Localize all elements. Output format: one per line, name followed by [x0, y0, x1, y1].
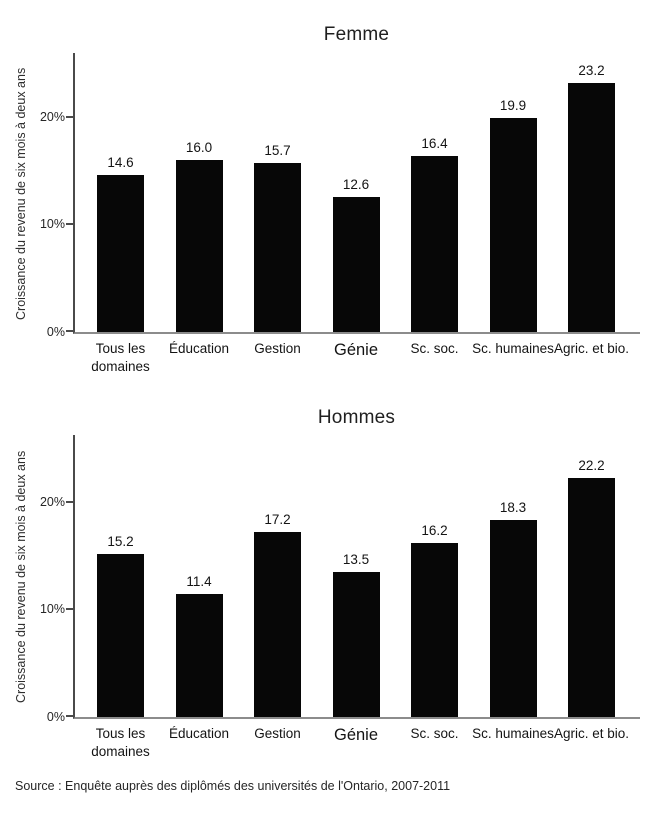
x-axis-category-label: Génie [333, 726, 379, 744]
y-axis-tick-label: 0% [46, 710, 65, 724]
bar-value-label: 14.6 [107, 155, 134, 170]
x-axis-category-label: Génie [333, 341, 379, 359]
y-axis-tick-mark [66, 116, 73, 118]
bar [97, 175, 144, 332]
x-axis-category-label: Sc. soc. [410, 726, 459, 741]
y-axis-tick-mark [66, 501, 73, 503]
x-axis-category-label: Tous les domaines [91, 341, 150, 374]
bar [489, 118, 537, 332]
y-axis-tick-mark [66, 223, 73, 225]
bar-value-label: 15.2 [107, 534, 134, 549]
bar [411, 543, 458, 717]
bar [568, 83, 615, 332]
chart-title-femme: Femme [323, 24, 390, 45]
y-axis-tick-label: 20% [39, 110, 65, 124]
bar [175, 594, 223, 717]
y-axis-tick-mark [66, 715, 73, 717]
bar-value-label: 13.5 [342, 552, 370, 567]
bar [254, 163, 301, 332]
bar-value-label: 16.2 [421, 523, 448, 538]
bar-value-label: 23.2 [578, 63, 605, 78]
x-axis-category-label: Sc. soc. [410, 341, 459, 356]
bar-value-label: 19.9 [499, 98, 527, 113]
y-axis-tick-label: 20% [39, 495, 65, 509]
bar [332, 572, 380, 717]
bar-value-label: 22.2 [578, 458, 605, 473]
y-axis-tick-label: 0% [46, 325, 65, 339]
chart-title-hommes: Hommes [317, 407, 396, 428]
bar-value-label: 16.4 [421, 136, 448, 151]
bar [411, 156, 458, 332]
bar [254, 532, 301, 717]
x-axis-category-label: Agric. et bio. [553, 341, 630, 356]
x-axis-category-label: Agric. et bio. [553, 726, 630, 741]
source-note: Source : Enquête auprès des diplômés des… [15, 779, 451, 793]
bar [332, 197, 380, 332]
x-axis-category-label: Sc. humaines [472, 726, 554, 741]
bar-value-label: 12.6 [342, 177, 370, 192]
y-axis-tick-mark [66, 330, 73, 332]
plot-area: 0% 10% 20% 15.2 11.4 17.2 13.5 16.2 18.3 22.2 To… [40, 435, 640, 759]
x-axis-category-label: Tous les domaines [91, 726, 150, 759]
x-axis-category-label: Sc. humaines [472, 341, 554, 356]
bar-value-label: 11.4 [186, 574, 212, 589]
bar [489, 520, 537, 717]
bar-value-label: 18.3 [499, 500, 527, 515]
bar-value-label: 17.2 [264, 512, 291, 527]
y-axis-tick-label: 10% [39, 217, 65, 231]
x-axis-category-label: Éducation [168, 341, 230, 356]
bar-value-label: 15.7 [264, 143, 291, 158]
x-axis-category-label: Éducation [168, 726, 230, 741]
y-axis-label: Croissance du revenu de six mois à deux … [14, 450, 28, 704]
bar-value-label: 16.0 [185, 140, 213, 155]
y-axis-tick-label: 10% [39, 602, 65, 616]
y-axis-tick-mark [66, 608, 73, 610]
x-axis-category-label: Gestion [254, 341, 301, 356]
bar [97, 554, 144, 717]
bar [175, 160, 223, 332]
y-axis-label: Croissance du revenu de six mois à deux … [14, 67, 28, 320]
x-axis-category-label: Gestion [254, 726, 301, 741]
bar [568, 478, 615, 717]
plot-area: 0% 10% 20% 14.6 16.0 15.7 12.6 16.4 19.9 23.2 To… [40, 53, 640, 374]
